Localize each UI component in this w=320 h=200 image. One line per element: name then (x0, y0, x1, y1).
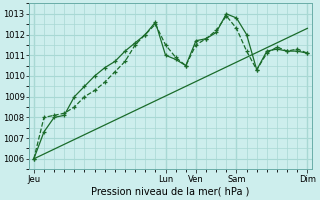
X-axis label: Pression niveau de la mer( hPa ): Pression niveau de la mer( hPa ) (92, 187, 250, 197)
